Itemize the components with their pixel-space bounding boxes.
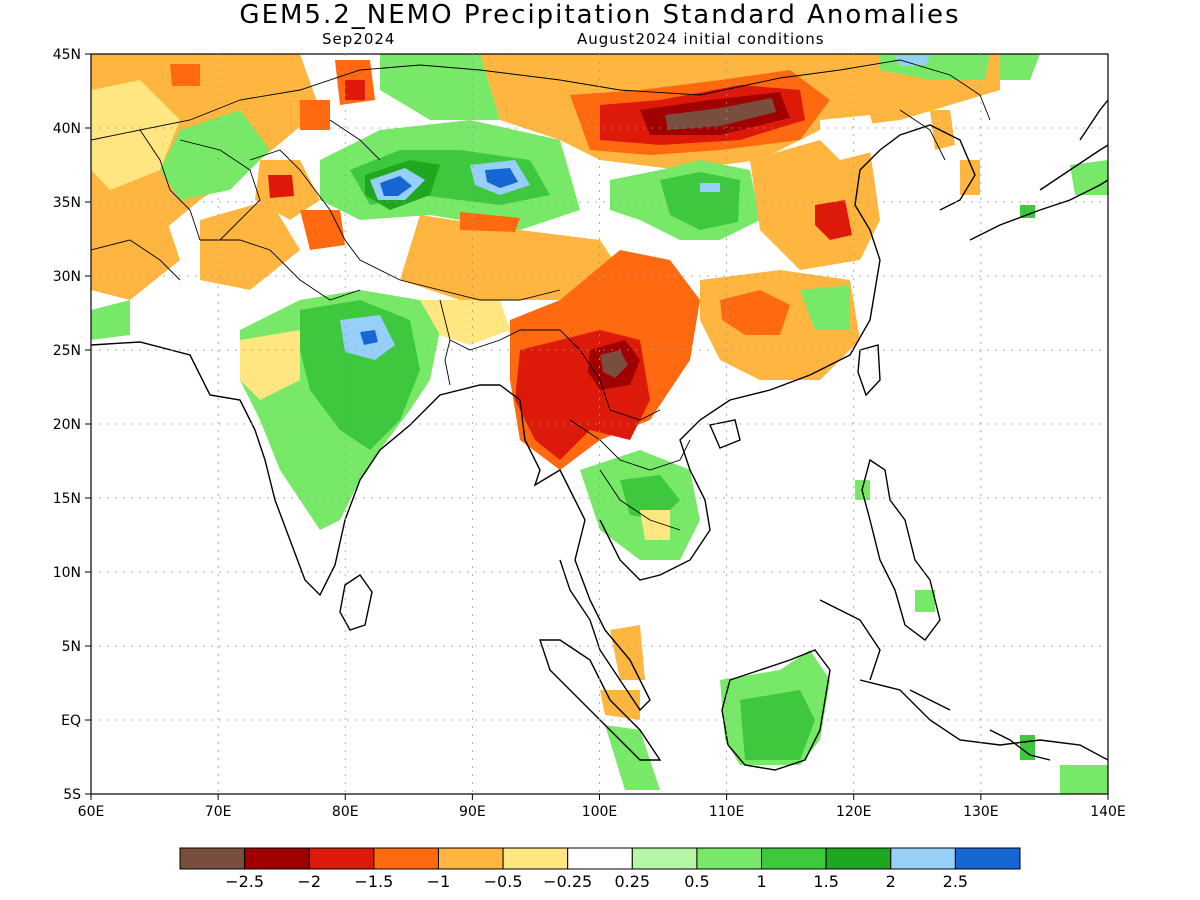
colorbar-label: −1.5 [354, 872, 393, 891]
colorbar-swatch [954, 847, 1021, 870]
lat-tick-label: 20N [53, 417, 81, 433]
colorbar-swatch [308, 847, 375, 870]
longitude-tick-labels: 60E 70E 80E 90E 100E 110E 120E 130E 140E [78, 804, 1126, 820]
lat-tick-label: 35N [53, 195, 81, 211]
anomaly-field [91, 54, 1108, 794]
initial-conditions: August2024 initial conditions [577, 30, 825, 48]
colorbar-label: 1.5 [813, 872, 838, 891]
colorbar-labels: −2.5 −2 −1.5 −1 −0.5 −0.25 0.25 0.5 1 1.5 2 2.5 [225, 872, 968, 891]
colorbar-swatch [437, 847, 504, 870]
colorbar-swatch [244, 847, 310, 870]
gridlines [85, 53, 1109, 800]
coastlines [91, 99, 1108, 771]
lon-tick-label: 130E [963, 804, 999, 820]
colorbar-label: 0.5 [684, 872, 709, 891]
colorbar-label: 1 [756, 872, 766, 891]
lat-tick-label: 45N [53, 47, 81, 63]
colorbar-swatch [825, 847, 892, 870]
colorbar-swatch [373, 847, 439, 870]
colorbar-swatch [567, 847, 633, 870]
lon-tick-label: 120E [836, 804, 872, 820]
latitude-tick-labels: 45N 40N 35N 30N 25N 20N 15N 10N 5N EQ 5S [53, 47, 81, 803]
map-title: GEM5.2_NEMO Precipitation Standard Anoma… [239, 0, 961, 30]
lon-tick-label: 100E [582, 804, 618, 820]
borders [91, 59, 991, 531]
colorbar [179, 847, 1021, 870]
colorbar-label: 0.25 [614, 872, 650, 891]
lon-tick-label: 140E [1090, 804, 1126, 820]
colorbar-label: −2 [297, 872, 321, 891]
lat-tick-label: 5S [63, 787, 81, 803]
forecast-month: Sep2024 [322, 30, 396, 48]
lat-tick-label: 40N [53, 121, 81, 137]
lat-tick-label: 25N [53, 343, 81, 359]
colorbar-swatch [502, 847, 569, 870]
lon-tick-label: 60E [78, 804, 105, 820]
lon-tick-label: 90E [459, 804, 486, 820]
colorbar-swatch [179, 847, 246, 870]
lon-tick-label: 70E [205, 804, 232, 820]
colorbar-label: 2.5 [943, 872, 968, 891]
lat-tick-label: 5N [62, 639, 81, 655]
lon-tick-label: 110E [709, 804, 745, 820]
lat-tick-label: 15N [53, 491, 81, 507]
colorbar-swatch [696, 847, 763, 870]
lat-tick-label: 30N [53, 269, 81, 285]
colorbar-label: −2.5 [225, 872, 264, 891]
colorbar-label: −0.5 [484, 872, 523, 891]
colorbar-label: −0.25 [543, 872, 592, 891]
colorbar-label: 2 [886, 872, 896, 891]
colorbar-swatch [631, 847, 698, 870]
lat-tick-label: EQ [61, 713, 81, 729]
colorbar-label: −1 [427, 872, 451, 891]
lon-tick-label: 80E [332, 804, 359, 820]
lat-tick-label: 10N [53, 565, 81, 581]
colorbar-swatch [890, 847, 956, 870]
colorbar-swatch [761, 847, 827, 870]
